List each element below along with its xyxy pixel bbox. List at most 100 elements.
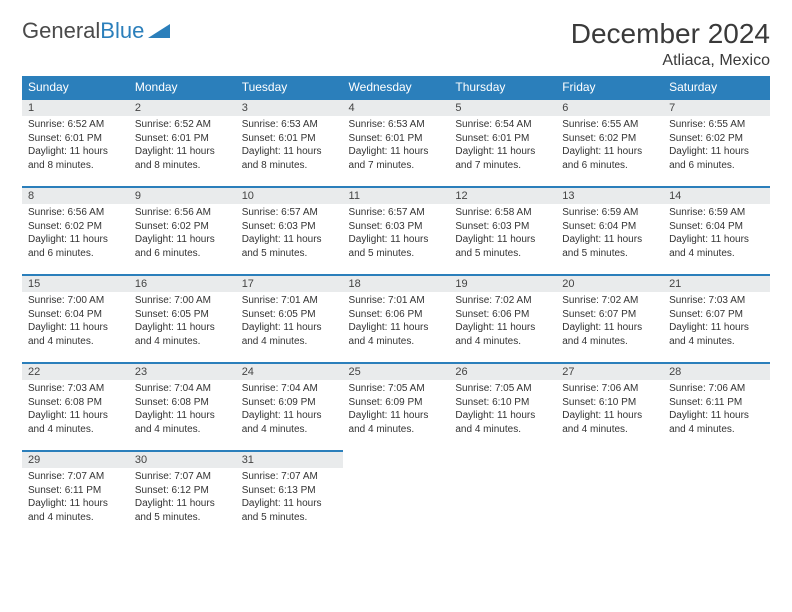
daylight-line: Daylight: 11 hours and 4 minutes. xyxy=(349,321,444,348)
sunrise-line: Sunrise: 6:59 AM xyxy=(562,206,657,220)
sunset-line: Sunset: 6:08 PM xyxy=(135,396,230,410)
day-number: 19 xyxy=(449,276,556,292)
day-details: Sunrise: 6:57 AMSunset: 6:03 PMDaylight:… xyxy=(343,204,450,266)
day-cell: 16Sunrise: 7:00 AMSunset: 6:05 PMDayligh… xyxy=(129,274,236,354)
day-number: 13 xyxy=(556,188,663,204)
day-number: 18 xyxy=(343,276,450,292)
daylight-line: Daylight: 11 hours and 4 minutes. xyxy=(562,409,657,436)
day-cell: 3Sunrise: 6:53 AMSunset: 6:01 PMDaylight… xyxy=(236,98,343,178)
day-number: 1 xyxy=(22,100,129,116)
day-number: 25 xyxy=(343,364,450,380)
day-cell: 29Sunrise: 7:07 AMSunset: 6:11 PMDayligh… xyxy=(22,450,129,530)
sunrise-line: Sunrise: 7:03 AM xyxy=(28,382,123,396)
day-number: 11 xyxy=(343,188,450,204)
day-number: 26 xyxy=(449,364,556,380)
day-details: Sunrise: 7:00 AMSunset: 6:05 PMDaylight:… xyxy=(129,292,236,354)
calendar-cell: 7Sunrise: 6:55 AMSunset: 6:02 PMDaylight… xyxy=(663,98,770,186)
daylight-line: Daylight: 11 hours and 4 minutes. xyxy=(455,321,550,348)
day-details: Sunrise: 6:53 AMSunset: 6:01 PMDaylight:… xyxy=(236,116,343,178)
sunrise-line: Sunrise: 7:07 AM xyxy=(135,470,230,484)
calendar-cell: 18Sunrise: 7:01 AMSunset: 6:06 PMDayligh… xyxy=(343,274,450,362)
sunset-line: Sunset: 6:01 PM xyxy=(455,132,550,146)
day-details: Sunrise: 6:55 AMSunset: 6:02 PMDaylight:… xyxy=(556,116,663,178)
day-number: 31 xyxy=(236,452,343,468)
daylight-line: Daylight: 11 hours and 4 minutes. xyxy=(28,409,123,436)
calendar-cell: 26Sunrise: 7:05 AMSunset: 6:10 PMDayligh… xyxy=(449,362,556,450)
calendar-row: 1Sunrise: 6:52 AMSunset: 6:01 PMDaylight… xyxy=(22,98,770,186)
day-details: Sunrise: 7:02 AMSunset: 6:06 PMDaylight:… xyxy=(449,292,556,354)
calendar-cell: 13Sunrise: 6:59 AMSunset: 6:04 PMDayligh… xyxy=(556,186,663,274)
day-number: 23 xyxy=(129,364,236,380)
sunset-line: Sunset: 6:09 PM xyxy=(349,396,444,410)
logo-text-general: General xyxy=(22,18,100,44)
sunrise-line: Sunrise: 6:55 AM xyxy=(562,118,657,132)
sunset-line: Sunset: 6:10 PM xyxy=(455,396,550,410)
day-details: Sunrise: 7:01 AMSunset: 6:06 PMDaylight:… xyxy=(343,292,450,354)
day-cell: 8Sunrise: 6:56 AMSunset: 6:02 PMDaylight… xyxy=(22,186,129,266)
sunrise-line: Sunrise: 6:53 AM xyxy=(349,118,444,132)
sunset-line: Sunset: 6:07 PM xyxy=(669,308,764,322)
daylight-line: Daylight: 11 hours and 4 minutes. xyxy=(242,409,337,436)
sunrise-line: Sunrise: 7:01 AM xyxy=(349,294,444,308)
daylight-line: Daylight: 11 hours and 7 minutes. xyxy=(455,145,550,172)
daylight-line: Daylight: 11 hours and 5 minutes. xyxy=(135,497,230,524)
sunrise-line: Sunrise: 6:55 AM xyxy=(669,118,764,132)
daylight-line: Daylight: 11 hours and 8 minutes. xyxy=(28,145,123,172)
day-number: 5 xyxy=(449,100,556,116)
daylight-line: Daylight: 11 hours and 5 minutes. xyxy=(455,233,550,260)
day-cell: 19Sunrise: 7:02 AMSunset: 6:06 PMDayligh… xyxy=(449,274,556,354)
day-details: Sunrise: 6:57 AMSunset: 6:03 PMDaylight:… xyxy=(236,204,343,266)
day-details: Sunrise: 6:54 AMSunset: 6:01 PMDaylight:… xyxy=(449,116,556,178)
day-cell: 15Sunrise: 7:00 AMSunset: 6:04 PMDayligh… xyxy=(22,274,129,354)
sunset-line: Sunset: 6:02 PM xyxy=(135,220,230,234)
empty-cell xyxy=(343,450,450,538)
sunrise-line: Sunrise: 6:57 AM xyxy=(242,206,337,220)
daylight-line: Daylight: 11 hours and 4 minutes. xyxy=(349,409,444,436)
sunset-line: Sunset: 6:03 PM xyxy=(242,220,337,234)
day-details: Sunrise: 6:58 AMSunset: 6:03 PMDaylight:… xyxy=(449,204,556,266)
sunset-line: Sunset: 6:13 PM xyxy=(242,484,337,498)
calendar-cell: 19Sunrise: 7:02 AMSunset: 6:06 PMDayligh… xyxy=(449,274,556,362)
sunset-line: Sunset: 6:07 PM xyxy=(562,308,657,322)
sunset-line: Sunset: 6:01 PM xyxy=(349,132,444,146)
sunrise-line: Sunrise: 7:04 AM xyxy=(135,382,230,396)
calendar-cell: 8Sunrise: 6:56 AMSunset: 6:02 PMDaylight… xyxy=(22,186,129,274)
sunset-line: Sunset: 6:05 PM xyxy=(242,308,337,322)
daylight-line: Daylight: 11 hours and 5 minutes. xyxy=(349,233,444,260)
day-details: Sunrise: 6:55 AMSunset: 6:02 PMDaylight:… xyxy=(663,116,770,178)
daylight-line: Daylight: 11 hours and 4 minutes. xyxy=(135,409,230,436)
sunrise-line: Sunrise: 6:53 AM xyxy=(242,118,337,132)
header: GeneralBlue December 2024 Atliaca, Mexic… xyxy=(22,18,770,70)
day-cell: 11Sunrise: 6:57 AMSunset: 6:03 PMDayligh… xyxy=(343,186,450,266)
location: Atliaca, Mexico xyxy=(571,52,770,70)
sunrise-line: Sunrise: 6:54 AM xyxy=(455,118,550,132)
calendar-cell: 11Sunrise: 6:57 AMSunset: 6:03 PMDayligh… xyxy=(343,186,450,274)
day-details: Sunrise: 7:02 AMSunset: 6:07 PMDaylight:… xyxy=(556,292,663,354)
day-details: Sunrise: 6:52 AMSunset: 6:01 PMDaylight:… xyxy=(129,116,236,178)
calendar-table: Sunday Monday Tuesday Wednesday Thursday… xyxy=(22,76,770,538)
sunrise-line: Sunrise: 7:07 AM xyxy=(28,470,123,484)
day-number: 4 xyxy=(343,100,450,116)
calendar-cell: 20Sunrise: 7:02 AMSunset: 6:07 PMDayligh… xyxy=(556,274,663,362)
calendar-row: 29Sunrise: 7:07 AMSunset: 6:11 PMDayligh… xyxy=(22,450,770,538)
day-details: Sunrise: 7:04 AMSunset: 6:09 PMDaylight:… xyxy=(236,380,343,442)
day-number: 7 xyxy=(663,100,770,116)
day-header: Wednesday xyxy=(343,76,450,98)
calendar-row: 22Sunrise: 7:03 AMSunset: 6:08 PMDayligh… xyxy=(22,362,770,450)
daylight-line: Daylight: 11 hours and 4 minutes. xyxy=(562,321,657,348)
calendar-cell: 25Sunrise: 7:05 AMSunset: 6:09 PMDayligh… xyxy=(343,362,450,450)
day-header: Sunday xyxy=(22,76,129,98)
day-number: 12 xyxy=(449,188,556,204)
sunrise-line: Sunrise: 7:04 AM xyxy=(242,382,337,396)
calendar-cell: 30Sunrise: 7:07 AMSunset: 6:12 PMDayligh… xyxy=(129,450,236,538)
day-details: Sunrise: 7:01 AMSunset: 6:05 PMDaylight:… xyxy=(236,292,343,354)
daylight-line: Daylight: 11 hours and 7 minutes. xyxy=(349,145,444,172)
sunrise-line: Sunrise: 6:56 AM xyxy=(28,206,123,220)
sunset-line: Sunset: 6:05 PM xyxy=(135,308,230,322)
calendar-cell: 21Sunrise: 7:03 AMSunset: 6:07 PMDayligh… xyxy=(663,274,770,362)
sunset-line: Sunset: 6:01 PM xyxy=(135,132,230,146)
calendar-cell: 4 Sunrise: 6:53 AMSunset: 6:01 PMDaylight… xyxy=(343,98,450,186)
sunset-line: Sunset: 6:11 PM xyxy=(669,396,764,410)
calendar-cell: 1Sunrise: 6:52 AMSunset: 6:01 PMDaylight… xyxy=(22,98,129,186)
calendar-cell: 27Sunrise: 7:06 AMSunset: 6:10 PMDayligh… xyxy=(556,362,663,450)
